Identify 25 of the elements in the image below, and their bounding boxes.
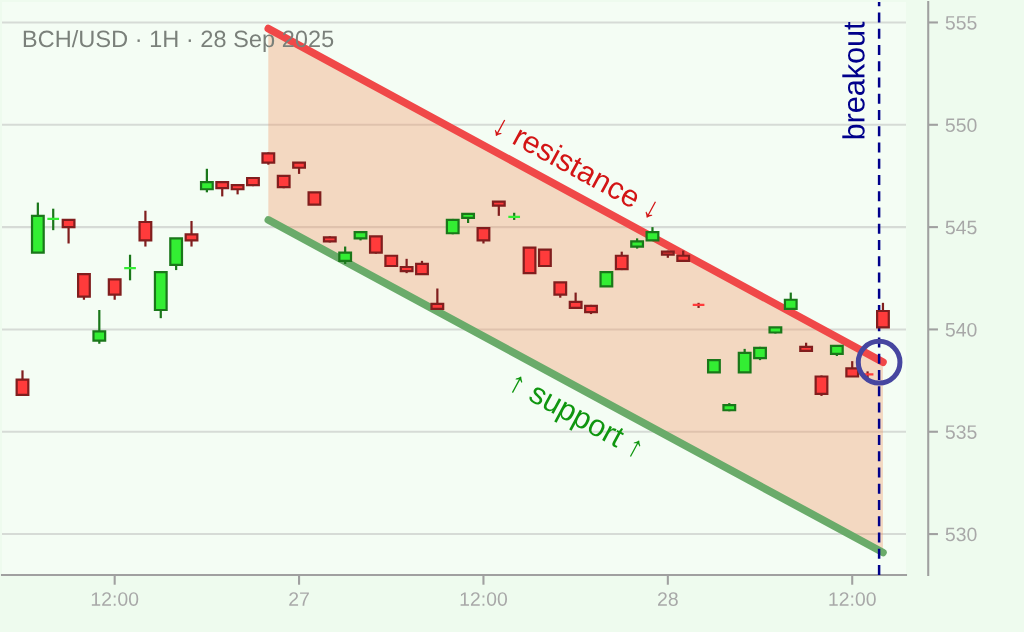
- y-tick-label: 535: [945, 425, 977, 439]
- candlestick: [123, 253, 137, 282]
- candlestick: [77, 272, 91, 301]
- candlestick: [814, 374, 829, 398]
- candlestick: [876, 301, 890, 329]
- candlestick: [61, 218, 76, 245]
- x-tick-label: 12:00: [829, 592, 876, 606]
- candlestick: [199, 167, 214, 194]
- y-tick-label: 545: [945, 220, 977, 235]
- y-tick-label: 540: [945, 322, 977, 337]
- candlestick: [430, 287, 445, 311]
- candlestick: [107, 278, 122, 301]
- ref-line-label: breakout: [842, 21, 865, 139]
- candlestick: [46, 207, 61, 232]
- candlestick: [184, 219, 199, 248]
- x-tick-label: 12:00: [460, 592, 508, 606]
- x-tick-label: 27: [289, 592, 309, 606]
- candlestick: [92, 308, 107, 345]
- x-tick-label: 28: [658, 592, 678, 606]
- y-tick-label: 550: [945, 118, 977, 133]
- candlestick: [15, 369, 30, 398]
- y-tick-label: 530: [945, 527, 977, 542]
- candlestick: [138, 209, 153, 248]
- y-tick-label: 555: [945, 16, 977, 30]
- x-tick-label: 12:00: [91, 592, 139, 606]
